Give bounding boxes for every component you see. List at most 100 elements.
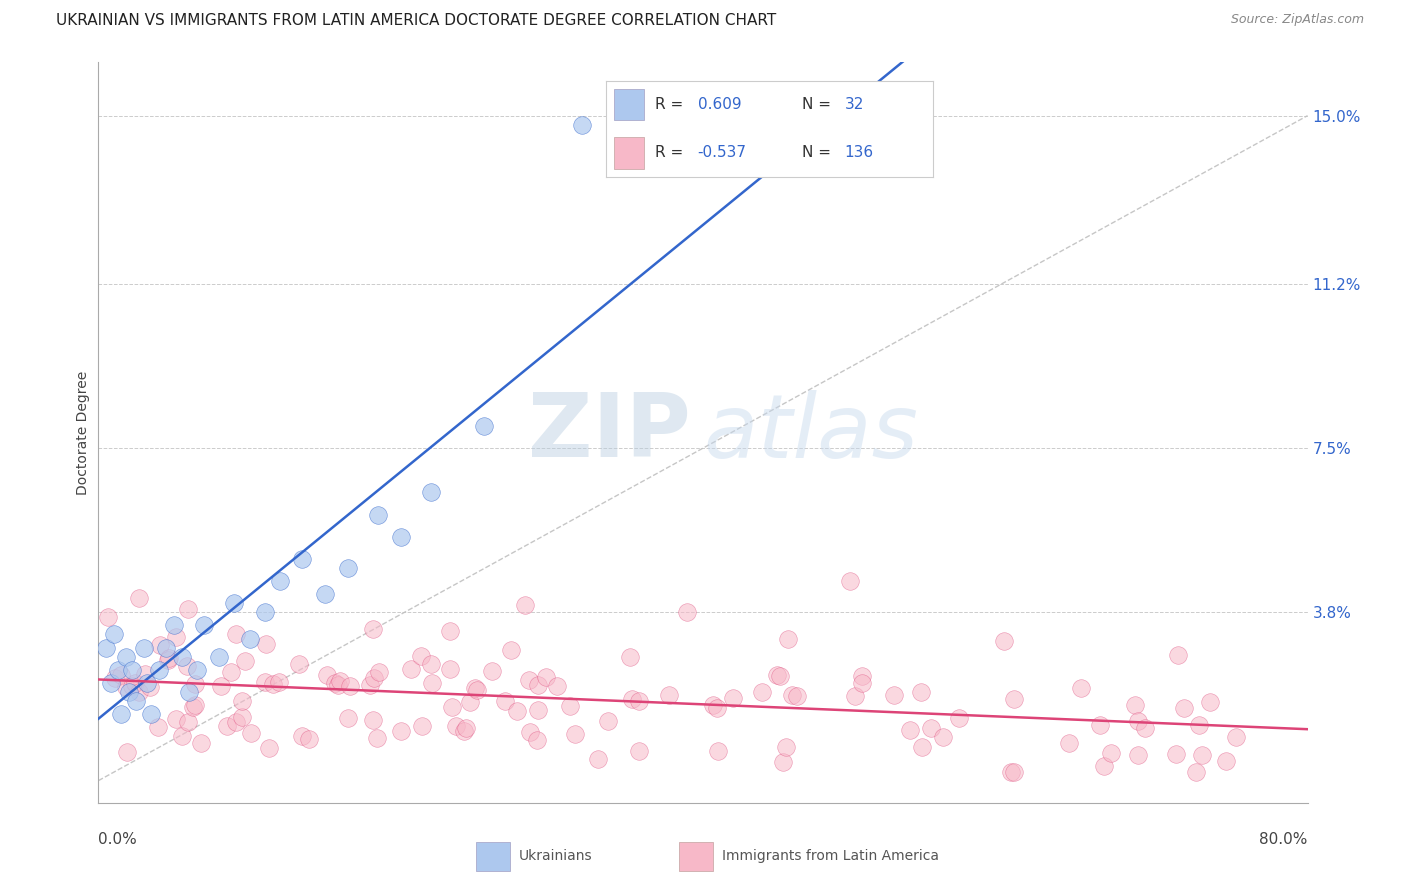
Point (118, 685, 141, 699)
Point (786, 689, 808, 703)
Point (170, 649, 193, 664)
Point (586, 752, 609, 766)
Point (527, 678, 550, 692)
Point (291, 729, 314, 743)
Point (125, 694, 148, 708)
Point (440, 700, 463, 714)
Text: UKRAINIAN VS IMMIGRANTS FROM LATIN AMERICA DOCTORATE DEGREE CORRELATION CHART: UKRAINIAN VS IMMIGRANTS FROM LATIN AMERI… (56, 13, 776, 29)
Point (177, 602, 200, 616)
Point (560, 699, 582, 714)
Point (100, 676, 122, 690)
Point (1167, 648, 1189, 662)
Point (389, 530, 412, 544)
Text: Source: ZipAtlas.com: Source: ZipAtlas.com (1230, 13, 1364, 27)
Point (190, 736, 212, 750)
Point (94, 640, 117, 655)
Point (775, 739, 797, 754)
Point (1088, 718, 1111, 732)
Point (526, 733, 548, 747)
Point (128, 591, 150, 605)
Point (766, 667, 789, 681)
Point (619, 649, 641, 664)
Point (1126, 714, 1149, 728)
Point (721, 691, 744, 706)
Point (527, 703, 550, 717)
Point (769, 669, 792, 683)
Point (215, 719, 238, 733)
Point (1215, 754, 1237, 768)
Point (121, 679, 143, 693)
Point (177, 715, 200, 730)
Point (439, 662, 461, 676)
Point (104, 671, 127, 685)
Point (138, 680, 160, 694)
Point (571, 118, 593, 132)
Point (1126, 747, 1149, 762)
Point (269, 574, 291, 588)
Point (564, 727, 586, 741)
Point (420, 657, 443, 671)
Point (993, 633, 1015, 648)
Point (517, 673, 540, 687)
Point (658, 688, 681, 702)
Point (253, 605, 276, 619)
Point (1199, 695, 1222, 709)
Point (513, 599, 536, 613)
Point (184, 698, 207, 713)
Point (1184, 764, 1206, 779)
Point (219, 665, 242, 680)
Point (439, 624, 461, 639)
Point (225, 627, 247, 641)
Point (107, 663, 129, 677)
Point (287, 657, 309, 672)
Point (233, 654, 256, 668)
Point (291, 552, 314, 566)
Point (851, 669, 873, 683)
Point (464, 681, 486, 695)
Point (114, 649, 136, 664)
Point (620, 692, 643, 706)
Point (155, 640, 177, 655)
Point (456, 721, 478, 735)
Point (1002, 764, 1025, 779)
Point (103, 627, 125, 641)
Point (751, 685, 773, 699)
Point (179, 685, 201, 699)
Point (176, 659, 198, 673)
Point (359, 678, 381, 692)
Point (702, 698, 724, 712)
Point (110, 668, 132, 682)
Point (707, 744, 730, 758)
Point (135, 676, 157, 690)
Point (323, 676, 346, 690)
Point (115, 745, 138, 759)
Point (676, 605, 699, 619)
Point (240, 726, 263, 740)
Point (411, 719, 433, 733)
Point (186, 663, 208, 677)
Point (472, 419, 495, 434)
Point (163, 618, 186, 632)
Point (519, 725, 541, 739)
Point (851, 676, 873, 690)
Point (141, 707, 163, 722)
Point (209, 679, 232, 693)
Point (254, 637, 277, 651)
Point (465, 682, 488, 697)
Point (262, 677, 284, 691)
Point (157, 651, 180, 665)
Point (501, 642, 523, 657)
Point (363, 672, 385, 686)
Point (97, 609, 120, 624)
Point (1166, 747, 1188, 761)
Point (932, 731, 955, 745)
Point (546, 680, 568, 694)
Point (231, 694, 253, 708)
Point (772, 755, 794, 769)
Point (361, 714, 384, 728)
Point (183, 677, 205, 691)
Point (948, 711, 970, 725)
Point (458, 695, 481, 709)
Point (420, 485, 443, 500)
Point (1000, 764, 1022, 779)
